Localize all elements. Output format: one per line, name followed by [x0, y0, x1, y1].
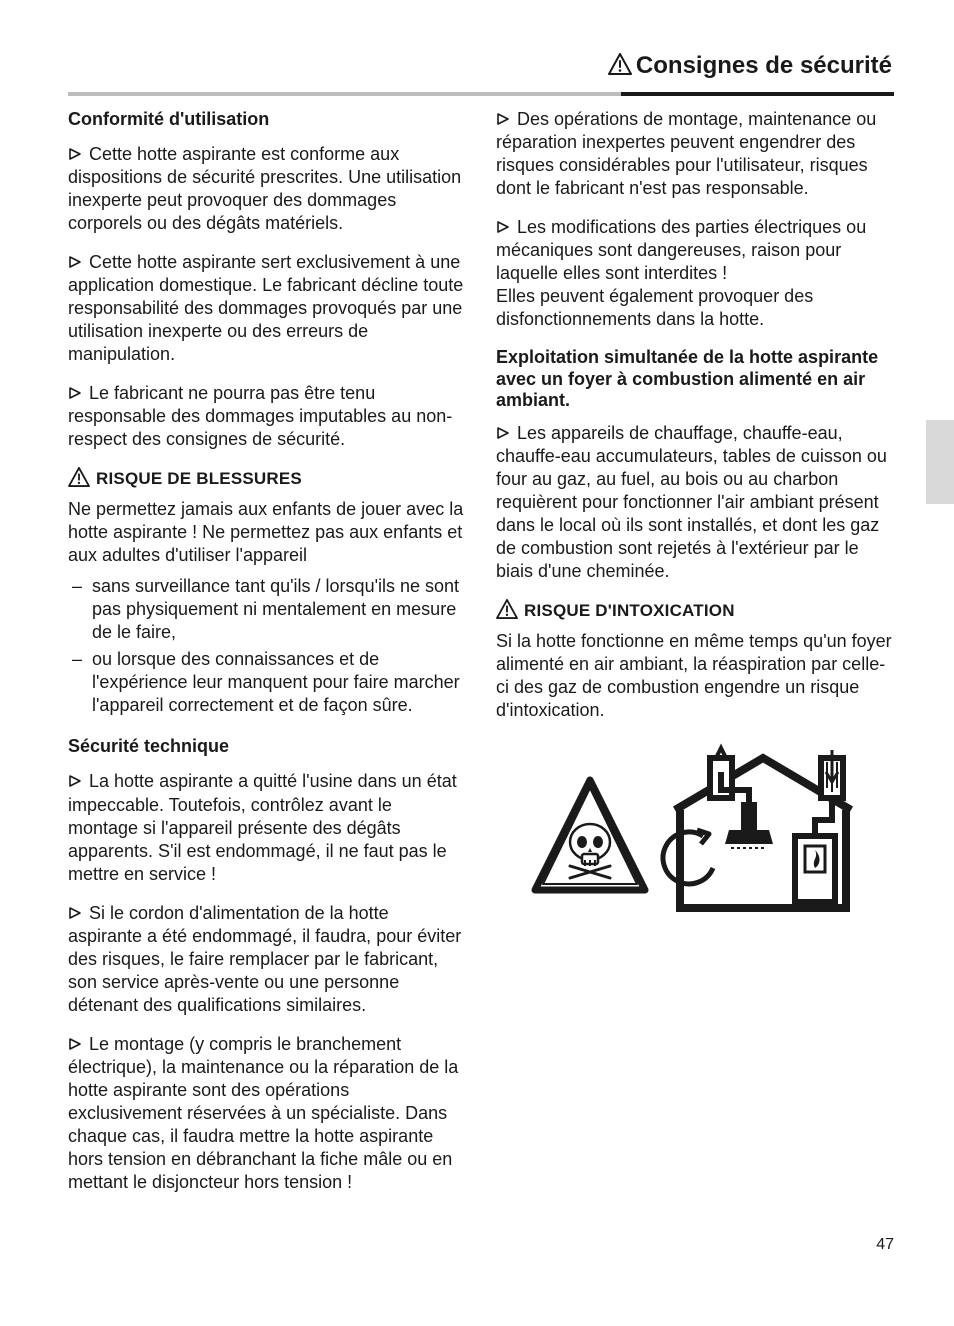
- warning-icon: [496, 599, 518, 619]
- list-item: ou lorsque des connaissances et de l'exp…: [68, 648, 466, 717]
- header-rule: [68, 92, 894, 96]
- list-item: sans surveillance tant qu'ils / lorsqu'i…: [68, 575, 466, 644]
- right-column: Des opérations de montage, maintenance o…: [496, 108, 894, 1210]
- paragraph: La hotte aspirante a quitté l'usine dans…: [68, 770, 466, 885]
- paragraph-text: Le fabricant ne pourra pas être tenu res…: [68, 383, 452, 449]
- skull-warning-icon: [535, 780, 645, 890]
- paragraph: Cette hotte aspirante sert exclusivement…: [68, 251, 466, 366]
- paragraph: Des opérations de montage, maintenance o…: [496, 108, 894, 200]
- warning-heading-text: RISQUE DE BLESSURES: [96, 469, 302, 488]
- warning-heading-text: RISQUE D'INTOXICATION: [524, 601, 735, 620]
- paragraph-text: Le montage (y compris le branchement éle…: [68, 1034, 458, 1192]
- paragraph-text: La hotte aspirante a quitté l'usine dans…: [68, 771, 457, 883]
- warning-heading-intoxication: RISQUE D'INTOXICATION: [496, 599, 894, 622]
- bullet-arrow-icon: [496, 426, 510, 440]
- house-diagram-icon: [663, 748, 851, 908]
- warning-heading-blessures: RISQUE DE BLESSURES: [68, 467, 466, 490]
- heading-securite: Sécurité technique: [68, 735, 466, 758]
- paragraph-text: Les modifications des parties électrique…: [496, 217, 866, 283]
- warning-icon: [608, 53, 632, 75]
- dash-list: sans surveillance tant qu'ils / lorsqu'i…: [68, 575, 466, 717]
- heading-exploitation: Exploitation simultanée de la hotte aspi…: [496, 347, 894, 412]
- page-header-title: Consignes de sécurité: [636, 52, 892, 79]
- bullet-arrow-icon: [68, 147, 82, 161]
- paragraph: Cette hotte aspirante est conforme aux d…: [68, 143, 466, 235]
- paragraph-text: Cette hotte aspirante sert exclusivement…: [68, 252, 463, 364]
- page-header: Consignes de sécurité: [68, 52, 894, 80]
- bullet-arrow-icon: [68, 386, 82, 400]
- bullet-arrow-icon: [68, 774, 82, 788]
- paragraph-text: Les appareils de chauffage, chauffe-eau,…: [496, 423, 887, 581]
- paragraph: Ne permettez jamais aux enfants de jouer…: [68, 498, 466, 567]
- bullet-arrow-icon: [68, 255, 82, 269]
- page-number: 47: [68, 1236, 894, 1254]
- paragraph-text: Des opérations de montage, maintenance o…: [496, 109, 876, 198]
- section-side-tab: [926, 420, 954, 504]
- left-column: Conformité d'utilisation Cette hotte asp…: [68, 108, 466, 1210]
- paragraph: Si le cordon d'alimentation de la hotte …: [68, 902, 466, 1017]
- intoxication-diagram: [496, 740, 894, 936]
- bullet-arrow-icon: [68, 906, 82, 920]
- paragraph: Le montage (y compris le branchement éle…: [68, 1033, 466, 1194]
- paragraph: Les appareils de chauffage, chauffe-eau,…: [496, 422, 894, 583]
- paragraph: Le fabricant ne pourra pas être tenu res…: [68, 382, 466, 451]
- paragraph-text: Elles peuvent également provoquer des di…: [496, 286, 813, 329]
- bullet-arrow-icon: [68, 1037, 82, 1051]
- bullet-arrow-icon: [496, 220, 510, 234]
- paragraph: Les modifications des parties électrique…: [496, 216, 894, 331]
- paragraph-text: Si le cordon d'alimentation de la hotte …: [68, 903, 461, 1015]
- paragraph: Si la hotte fonctionne en même temps qu'…: [496, 630, 894, 722]
- bullet-arrow-icon: [496, 112, 510, 126]
- paragraph-text: Cette hotte aspirante est conforme aux d…: [68, 144, 461, 233]
- warning-icon: [68, 467, 90, 487]
- heading-conformite: Conformité d'utilisation: [68, 108, 466, 131]
